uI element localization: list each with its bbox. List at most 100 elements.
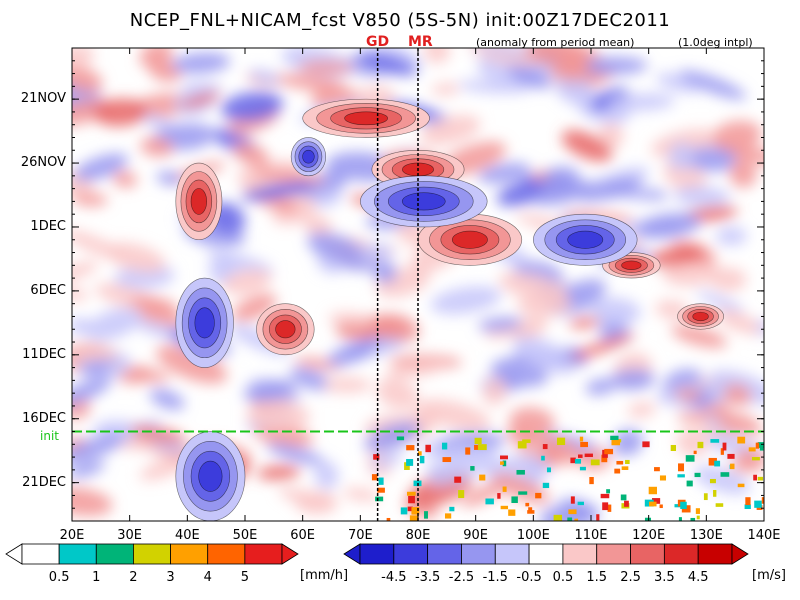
anomaly-texture [80, 361, 112, 375]
rain-mark [400, 507, 408, 515]
rain-mark [425, 444, 431, 453]
rain-mark [710, 439, 720, 443]
anomaly-texture [568, 317, 602, 329]
y-tick-label: 6DEC [30, 282, 66, 298]
anomaly-texture [478, 162, 531, 184]
wind-colorbar-label: -0.5 [516, 570, 542, 585]
rain-colorbar-label: 2 [129, 570, 138, 585]
anomaly-texture [561, 498, 600, 520]
rain-mark [502, 486, 507, 492]
rain-colorbar-label: 0.5 [48, 570, 70, 585]
rain-mark [542, 482, 550, 489]
wind-colorbar-label: 0.5 [552, 570, 574, 585]
anomaly-texture [359, 52, 417, 75]
wind-colorbar-label: -3.5 [414, 570, 441, 585]
rain-mark [516, 469, 525, 475]
anomaly-texture [240, 181, 313, 201]
anomaly-texture [316, 257, 342, 274]
rain-mark [441, 442, 448, 450]
anomaly-texture [674, 388, 703, 401]
anomaly-texture [612, 428, 644, 456]
rain-mark [659, 475, 667, 481]
anomaly-texture [729, 159, 757, 188]
rain-mark [674, 504, 681, 508]
anomaly-texture [72, 287, 88, 301]
wind-colorbar-label: 4.5 [687, 570, 709, 585]
rain-mark [757, 442, 764, 448]
anomaly-texture [359, 243, 393, 263]
anomaly-texture [180, 82, 223, 94]
anomaly-texture [289, 367, 332, 391]
rain-colorbar-swatch [207, 543, 246, 565]
x-tick-label: 100E [516, 528, 550, 543]
rain-mark [556, 437, 566, 446]
anomaly-texture [72, 487, 113, 517]
x-tick-label: 80E [405, 528, 431, 543]
wind-colorbar-swatch [596, 543, 631, 565]
wind-colorbar-label: -4.5 [381, 570, 407, 585]
wind-colorbar-swatch [494, 543, 530, 565]
rain-mark [616, 460, 624, 465]
marker-label-mr: MR [408, 34, 433, 50]
rain-mark [579, 436, 584, 442]
y-tick-label: 21DEC [22, 474, 66, 490]
rain-mark [680, 501, 687, 509]
anomaly-texture [220, 91, 284, 122]
anomaly-texture [84, 307, 143, 341]
anomaly-texture [668, 142, 695, 171]
anomaly-texture [124, 369, 170, 382]
anomaly-texture [248, 69, 285, 85]
anomaly-texture [171, 52, 231, 74]
rain-mark [518, 491, 528, 495]
anomaly-texture [322, 377, 372, 393]
rain-mark [497, 493, 501, 499]
y-tick-label: 16DEC [22, 410, 66, 426]
rain-colorbar-swatch [244, 543, 283, 565]
rain-mark [589, 477, 594, 485]
anomaly-texture [712, 120, 762, 151]
rain-mark [378, 477, 384, 485]
anomaly-texture [278, 487, 336, 509]
anomaly-texture [430, 286, 502, 315]
anomaly-texture [715, 308, 761, 335]
rain-mark [444, 513, 452, 519]
anomaly-texture [130, 426, 186, 443]
anomaly-texture [570, 333, 636, 360]
anomaly-texture [73, 153, 129, 182]
anomaly-texture [275, 74, 346, 92]
rain-mark [624, 500, 629, 507]
anomaly-texture [673, 186, 731, 207]
anomaly-texture [156, 344, 228, 384]
anomaly-texture [656, 73, 702, 93]
rain-mark [458, 490, 465, 499]
anomaly-texture [561, 130, 613, 162]
rain-mark [396, 436, 405, 441]
rain-mark [713, 489, 717, 497]
rain-mark [685, 455, 695, 462]
x-tick-label: 90E [463, 528, 489, 543]
rain-mark [407, 506, 413, 512]
x-tick-label: 50E [232, 528, 258, 543]
anomaly-texture [376, 378, 419, 410]
x-tick-label: 120E [632, 528, 666, 543]
rain-mark [754, 500, 762, 508]
rain-mark [465, 447, 471, 455]
anomaly-texture [610, 368, 656, 391]
rain-mark [611, 439, 621, 446]
rain-mark [407, 491, 416, 496]
rain-mark [419, 455, 425, 464]
rain-mark [604, 448, 614, 455]
anomaly-note: (anomaly from period mean) [476, 36, 635, 49]
rain-mark [703, 493, 708, 501]
anomaly-texture [585, 378, 616, 396]
anomaly-texture [627, 402, 656, 418]
anomaly-texture [460, 482, 506, 507]
x-tick-label: 60E [290, 528, 316, 543]
rain-mark [517, 441, 527, 449]
rain-mark [485, 498, 494, 505]
anomaly-texture [243, 379, 296, 403]
rain-mark [607, 504, 612, 512]
rain-mark [541, 455, 545, 461]
init-label: init [40, 429, 59, 443]
